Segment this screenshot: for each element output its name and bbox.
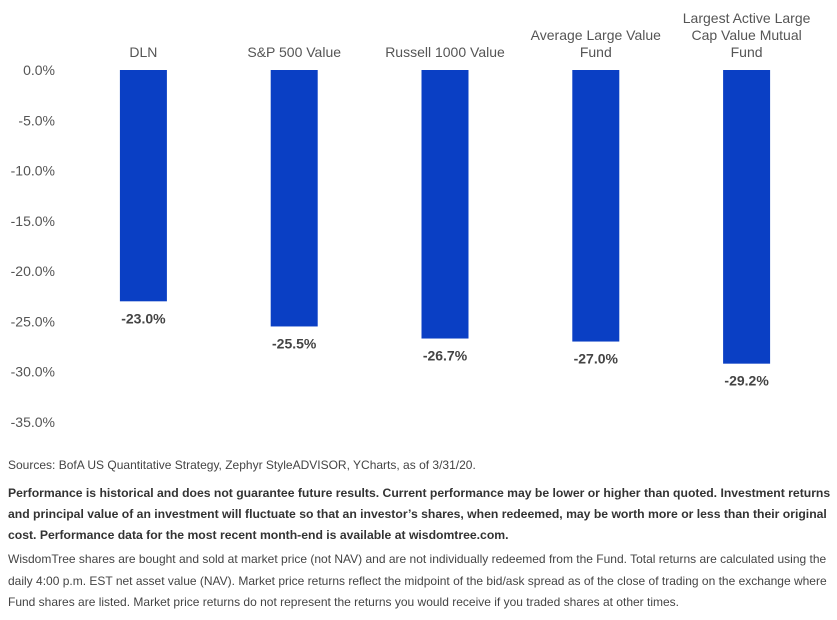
y-tick-label: -5.0% [18, 112, 55, 128]
performance-disclaimer: Performance is historical and does not g… [8, 486, 831, 542]
bars [119, 70, 771, 364]
y-tick-label: -30.0% [11, 364, 55, 380]
y-tick-label: -25.0% [11, 313, 55, 329]
category-label: Average Large Value [531, 27, 661, 43]
data-label: -23.0% [121, 310, 166, 326]
category-labels: DLN S&P 500 Value Russell 1000 Value Averag… [129, 10, 810, 60]
y-tick-label: -10.0% [11, 163, 55, 179]
category-label: DLN [129, 44, 157, 60]
y-tick-label: -15.0% [11, 213, 55, 229]
y-tick-label: -20.0% [11, 263, 55, 279]
data-label: -26.7% [423, 348, 468, 364]
y-axis-ticks: 0.0% -5.0% -10.0% -15.0% -20.0% -25.0% -30.0% -… [11, 62, 55, 430]
y-tick-label: -35.0% [11, 414, 55, 430]
bar [572, 70, 620, 342]
y-tick-label: 0.0% [23, 62, 55, 78]
category-label: S&P 500 Value [247, 44, 341, 60]
bar [270, 70, 318, 327]
category-label: Largest Active Large [683, 10, 811, 26]
bar [119, 70, 167, 302]
data-label: -25.5% [272, 335, 317, 351]
bar [421, 70, 469, 339]
data-labels: -23.0% -25.5% -26.7% -27.0% -29.2% [121, 310, 769, 388]
bar-chart: 0.0% -5.0% -10.0% -15.0% -20.0% -25.0% -30.0% -… [11, 10, 811, 430]
sources-note: Sources: BofA US Quantitative Strategy, … [8, 458, 476, 472]
data-label: -27.0% [574, 351, 619, 367]
category-label: Russell 1000 Value [385, 44, 505, 60]
market-price-disclosure: WisdomTree shares are bought and sold at… [8, 552, 827, 609]
bar [723, 70, 771, 364]
category-label: Cap Value Mutual [691, 27, 801, 43]
category-label: Fund [731, 44, 763, 60]
category-label: Fund [580, 44, 612, 60]
data-label: -29.2% [724, 373, 769, 389]
